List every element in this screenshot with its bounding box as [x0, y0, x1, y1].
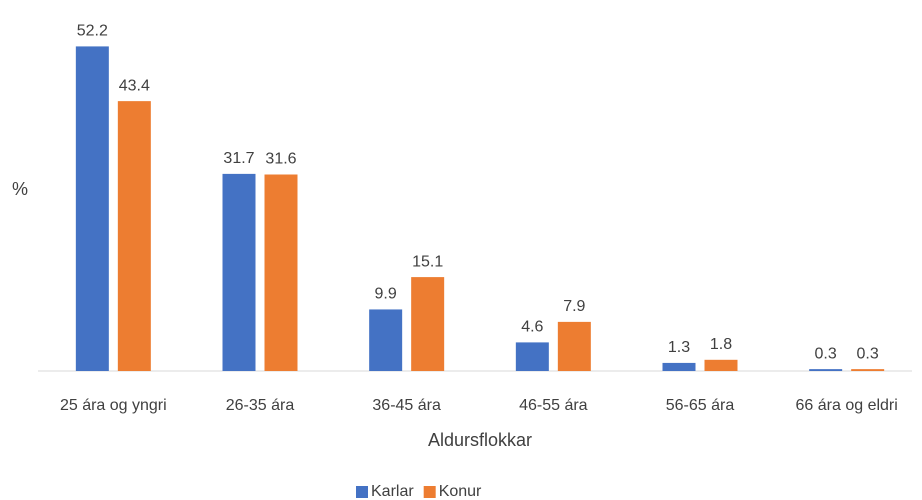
bar — [515, 342, 549, 371]
data-label: 52.2 — [77, 23, 108, 40]
x-tick-label: 66 ára og eldri — [796, 397, 898, 414]
data-label: 31.7 — [223, 150, 254, 167]
bar — [704, 359, 738, 371]
bar — [557, 321, 591, 371]
x-tick-label: 46-55 ára — [519, 397, 588, 414]
legend-swatch — [423, 486, 436, 498]
data-label: 7.9 — [563, 298, 585, 315]
bar — [809, 369, 843, 371]
bar — [369, 309, 403, 371]
bar — [264, 174, 298, 371]
bar — [222, 173, 256, 371]
x-tick-label: 56-65 ára — [666, 397, 735, 414]
data-label: 0.3 — [815, 345, 837, 362]
bar — [117, 101, 151, 371]
bar — [411, 277, 445, 371]
x-axis-label: Aldursflokkar — [428, 430, 532, 450]
x-tick-label: 25 ára og yngri — [60, 397, 167, 414]
bar — [851, 369, 885, 371]
bar — [662, 362, 696, 371]
legend-label: Karlar — [371, 483, 414, 500]
legend-swatch — [356, 486, 368, 498]
data-label: 31.6 — [265, 151, 296, 168]
x-tick-label: 26-35 ára — [226, 397, 295, 414]
bar — [75, 46, 109, 371]
data-label: 0.3 — [857, 345, 879, 362]
data-label: 4.6 — [521, 319, 543, 336]
data-label: 1.3 — [668, 339, 690, 356]
data-label: 43.4 — [119, 77, 150, 94]
legend-label: Konur — [439, 483, 482, 500]
data-label: 1.8 — [710, 336, 732, 353]
data-label: 9.9 — [375, 286, 397, 303]
data-label: 15.1 — [412, 253, 443, 270]
y-axis-label: % — [12, 179, 28, 199]
x-tick-label: 36-45 ára — [372, 397, 441, 414]
